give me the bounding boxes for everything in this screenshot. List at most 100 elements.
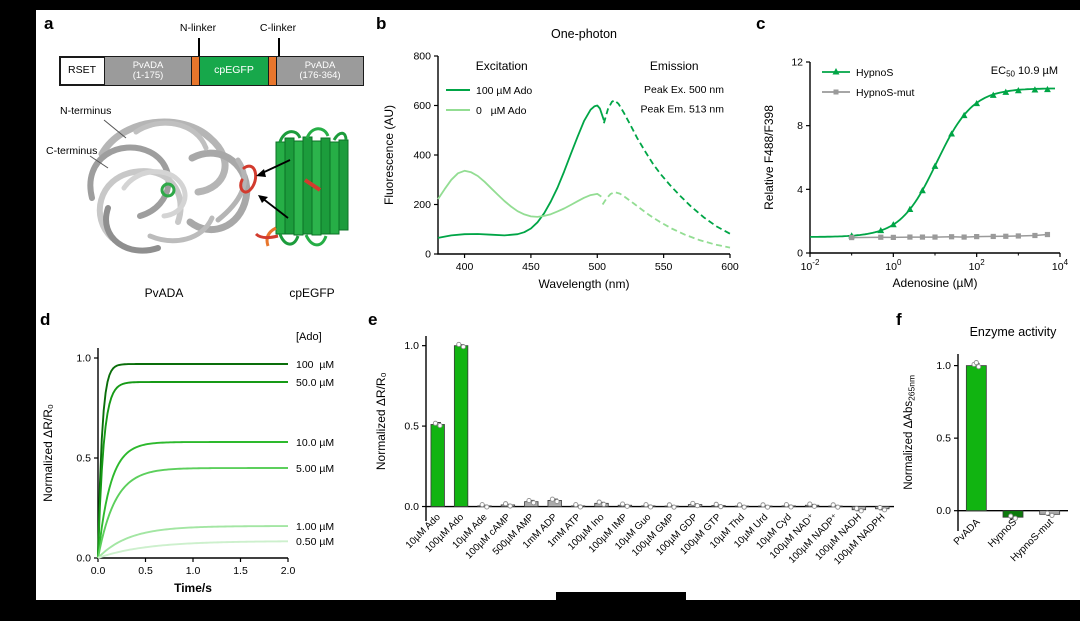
data-point (854, 505, 860, 512)
marker-HypnoS-mut (961, 234, 967, 240)
curve-label: 50.0 µM (296, 377, 334, 389)
legend-marker-HypnoS (832, 68, 840, 75)
data-point (577, 504, 583, 510)
y-tick-label: 1.0 (936, 360, 951, 372)
emission-label: Emission (650, 59, 699, 73)
legend-label-HypnoS: HypnoS (856, 67, 893, 79)
n-linker-label: N-linker (179, 22, 217, 34)
marker-HypnoS-mut (1015, 233, 1021, 239)
marker-HypnoS-mut (1044, 231, 1051, 238)
peak-em-label: Peak Em. 513 nm (641, 103, 725, 115)
data-point (432, 420, 438, 426)
y-tick-label: 0.5 (936, 433, 951, 445)
data-point (1044, 510, 1050, 516)
y-axis-label: Normalized ΔAbs265nm (903, 375, 917, 490)
c-terminus-pointer (89, 155, 109, 169)
n-linker-pointer (198, 38, 200, 56)
y-tick-label: 0.0 (936, 505, 951, 517)
marker-HypnoS-mut (849, 234, 855, 241)
y-tick-label: 0 (425, 249, 431, 261)
x-tick-label: 600 (721, 261, 739, 273)
data-point (976, 364, 982, 370)
x-axis-label: Wavelength (nm) (539, 277, 630, 291)
x-tick-label: 500 (589, 261, 607, 273)
marker-HypnoS-mut (907, 234, 913, 240)
x-axis-label: Time/s (174, 581, 212, 595)
series-excitation-100uM-Ado (437, 104, 605, 239)
data-point (783, 502, 789, 508)
y-tick-label: 1.0 (404, 340, 419, 352)
marker-HypnoS-mut (1003, 233, 1009, 239)
x-tick-label: 10-2 (801, 258, 820, 273)
data-point (549, 496, 555, 502)
cpegfp-barrel-structure (275, 136, 349, 236)
data-point (1012, 515, 1018, 521)
x-axis-label: Adenosine (µM) (893, 276, 978, 290)
protein-structures: N-terminus C-terminus PvADA cpEGFP (46, 105, 349, 300)
data-point (811, 503, 817, 509)
marker-HypnoS (1014, 87, 1022, 94)
legend-label-HypnoS-mut: HypnoS-mut (856, 87, 914, 99)
panel-label-a: a (44, 14, 54, 33)
series-5.00 µM (97, 467, 288, 559)
series-emission-100uM-Ado (603, 99, 731, 235)
data-point (858, 508, 864, 514)
data-point (690, 500, 696, 506)
data-point (788, 504, 794, 510)
chart-title: Enzyme activity (970, 325, 1058, 339)
data-point (507, 503, 513, 509)
marker-HypnoS-mut (919, 234, 926, 240)
data-point (1049, 512, 1055, 518)
x-tick-label: 1.0 (186, 565, 201, 577)
x-tick-label: 102 (969, 258, 986, 273)
bar-100µM Ado (453, 345, 469, 507)
x-tick-label: 550 (655, 261, 673, 273)
data-point (671, 504, 677, 510)
marker-HypnoS (973, 99, 981, 107)
y-tick-label: 4 (797, 184, 803, 196)
data-point (713, 501, 719, 507)
x-tick-label: 0.5 (138, 565, 153, 577)
cpegfp-structure-label: cpEGFP (289, 286, 334, 300)
pvada-structure-label: PvADA (145, 286, 184, 300)
data-point (835, 504, 841, 510)
data-point (760, 502, 766, 508)
x-tick-label: 2.0 (281, 565, 296, 577)
x-tick-label: 450 (522, 261, 540, 273)
y-axis-label: Fluorescence (AU) (382, 105, 396, 205)
y-tick-label: 600 (413, 100, 431, 112)
curve-label: 1.00 µM (296, 521, 334, 533)
legend-label-0uM: 0 µM Ado (476, 105, 527, 117)
construct-box-rset: RSET (58, 56, 106, 86)
legend-marker-HypnoS-mut (833, 89, 839, 95)
panel-label-f: f (896, 310, 902, 329)
data-point (554, 498, 560, 505)
series-excitation-0uM-Ado (437, 169, 602, 218)
y-tick-label: 0.0 (404, 501, 419, 513)
series-100 µM (97, 363, 288, 559)
y-axis-label: Relative F488/F398 (762, 105, 776, 210)
data-point (531, 500, 537, 506)
y-tick-label: 0.5 (76, 453, 91, 465)
data-point (643, 502, 649, 508)
series-0.50 µM (97, 540, 289, 559)
construct-text: (1-175) (132, 70, 164, 81)
construct-box-pvada-n: PvADA (1-175) (104, 56, 192, 86)
marker-HypnoS-mut (974, 234, 980, 240)
panel-label-d: d (40, 310, 51, 329)
panel-label-b: b (376, 14, 387, 33)
marker-HypnoS-mut (1032, 232, 1038, 239)
construct-text: RSET (67, 64, 96, 77)
x-tick-label: 100 (885, 258, 902, 273)
barrel-loops (254, 127, 348, 247)
data-point (460, 344, 466, 350)
data-point (807, 501, 813, 507)
data-point (1008, 513, 1014, 519)
construct-text: PvADA (132, 59, 164, 71)
y-tick-label: 200 (413, 199, 431, 211)
curve-label: 5.00 µM (296, 463, 334, 475)
data-point (596, 499, 602, 505)
marker-HypnoS (889, 221, 897, 228)
panel-label-e: e (368, 310, 378, 329)
